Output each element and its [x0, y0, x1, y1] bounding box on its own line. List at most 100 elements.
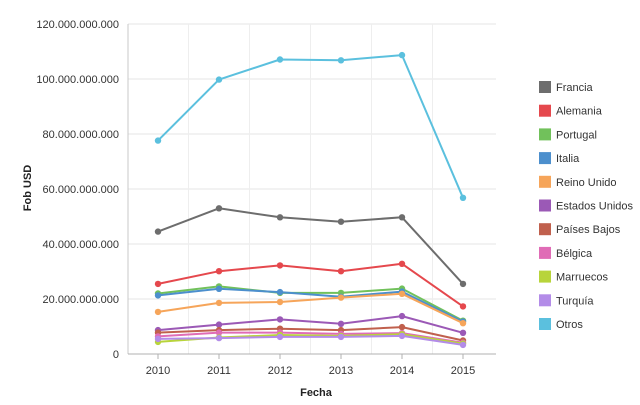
legend-item[interactable]: Portugal — [539, 128, 597, 141]
data-point[interactable] — [337, 268, 345, 275]
data-point[interactable] — [215, 321, 223, 328]
data-point[interactable] — [337, 294, 345, 301]
data-point[interactable] — [215, 205, 223, 212]
legend-label: Francia — [556, 82, 594, 94]
data-point[interactable] — [459, 329, 467, 336]
data-point[interactable] — [276, 298, 284, 306]
legend-item[interactable]: Estados Unidos — [539, 199, 634, 213]
legend-swatch — [539, 294, 551, 307]
legend-swatch — [539, 270, 551, 283]
series-line — [157, 315, 464, 334]
legend-item[interactable]: Turquía — [539, 294, 594, 307]
series-line — [157, 207, 464, 285]
series-turquía — [154, 332, 467, 349]
data-point[interactable] — [276, 333, 284, 341]
legend-swatch — [539, 81, 551, 93]
data-point[interactable] — [459, 194, 467, 201]
legend-label: Reino Unido — [556, 177, 617, 189]
series-line — [157, 262, 464, 308]
legend-label: Portugal — [556, 129, 597, 141]
data-point[interactable] — [154, 137, 162, 144]
data-point[interactable] — [154, 280, 162, 288]
data-point[interactable] — [154, 228, 162, 235]
data-point[interactable] — [215, 334, 223, 342]
data-point[interactable] — [276, 214, 284, 221]
y-tick-label: 40.000.000.000 — [43, 239, 119, 251]
data-point[interactable] — [459, 341, 467, 349]
legend-label: Italia — [556, 153, 580, 165]
legend-label: Países Bajos — [556, 224, 621, 236]
legend-item[interactable]: Alemania — [539, 104, 603, 118]
legend-item[interactable]: Otros — [539, 318, 583, 331]
data-point[interactable] — [459, 303, 467, 310]
legend-label: Turquía — [556, 295, 594, 307]
series-francia — [154, 205, 467, 288]
data-point[interactable] — [337, 333, 345, 341]
data-point[interactable] — [276, 56, 284, 63]
series-reino-unido — [154, 290, 467, 327]
axes — [127, 24, 496, 359]
x-tick-label: 2012 — [268, 365, 292, 377]
y-tick-label: 60.000.000.000 — [43, 184, 119, 196]
legend-swatch — [539, 199, 551, 212]
data-point[interactable] — [154, 335, 162, 343]
legend-label: Marruecos — [556, 272, 608, 284]
data-point[interactable] — [337, 320, 345, 327]
legend-label: Alemania — [556, 106, 603, 118]
series-line — [157, 334, 464, 346]
legend-swatch — [539, 246, 551, 259]
data-point[interactable] — [398, 312, 406, 320]
data-point[interactable] — [215, 285, 223, 292]
y-tick-label: 80.000.000.000 — [43, 129, 119, 141]
y-tick-labels: 0 20.000.000.000 40.000.000.000 60.000.000.… — [36, 19, 119, 361]
x-tick-label: 2010 — [146, 365, 170, 377]
series-estados-unidos — [154, 312, 467, 336]
data-point[interactable] — [215, 299, 223, 307]
data-point[interactable] — [398, 214, 406, 221]
grid-lines — [128, 23, 496, 354]
x-axis-title: Fecha — [300, 387, 333, 399]
series-line — [157, 292, 464, 325]
legend-item[interactable]: Bélgica — [539, 246, 593, 260]
legend-swatch — [539, 104, 551, 117]
y-tick-label: 0 — [113, 349, 119, 361]
data-point[interactable] — [276, 316, 284, 323]
data-point[interactable] — [154, 292, 162, 299]
legend-swatch — [539, 175, 551, 188]
y-tick-label: 100.000.000.000 — [36, 74, 119, 86]
data-point[interactable] — [215, 329, 223, 336]
data-point[interactable] — [459, 280, 467, 288]
y-axis-title: Fob USD — [22, 165, 34, 211]
series-line — [157, 285, 464, 322]
data-point[interactable] — [398, 260, 406, 267]
series-line — [157, 326, 464, 342]
data-point[interactable] — [215, 76, 223, 83]
data-point[interactable] — [398, 323, 406, 331]
legend-item[interactable]: Francia — [539, 81, 594, 94]
x-tick-labels: 2010 2011 2012 2013 2014 2015 — [146, 365, 475, 377]
data-point[interactable] — [337, 218, 345, 225]
data-point[interactable] — [215, 268, 223, 275]
series-line — [157, 331, 464, 344]
data-point[interactable] — [154, 308, 162, 316]
y-tick-label: 120.000.000.000 — [36, 19, 119, 31]
data-point[interactable] — [398, 332, 406, 340]
x-tick-label: 2015 — [451, 365, 475, 377]
legend-item[interactable]: Italia — [539, 152, 580, 165]
data-point[interactable] — [459, 320, 467, 327]
data-point[interactable] — [276, 262, 284, 269]
legend-item[interactable]: Marruecos — [539, 270, 608, 284]
data-point[interactable] — [276, 288, 284, 296]
legend-item[interactable]: Países Bajos — [539, 223, 621, 236]
legend-item[interactable]: Reino Unido — [539, 175, 617, 189]
series-line — [157, 287, 464, 323]
data-point[interactable] — [337, 57, 345, 64]
legend-label: Bélgica — [556, 248, 593, 260]
legend: Francia Alemania Portugal Italia Reino Unido… — [539, 81, 634, 331]
x-tick-label: 2011 — [207, 365, 231, 377]
data-point[interactable] — [398, 51, 406, 59]
data-point[interactable] — [398, 290, 406, 297]
y-tick-label: 20.000.000.000 — [43, 294, 119, 306]
series-line — [157, 54, 464, 199]
